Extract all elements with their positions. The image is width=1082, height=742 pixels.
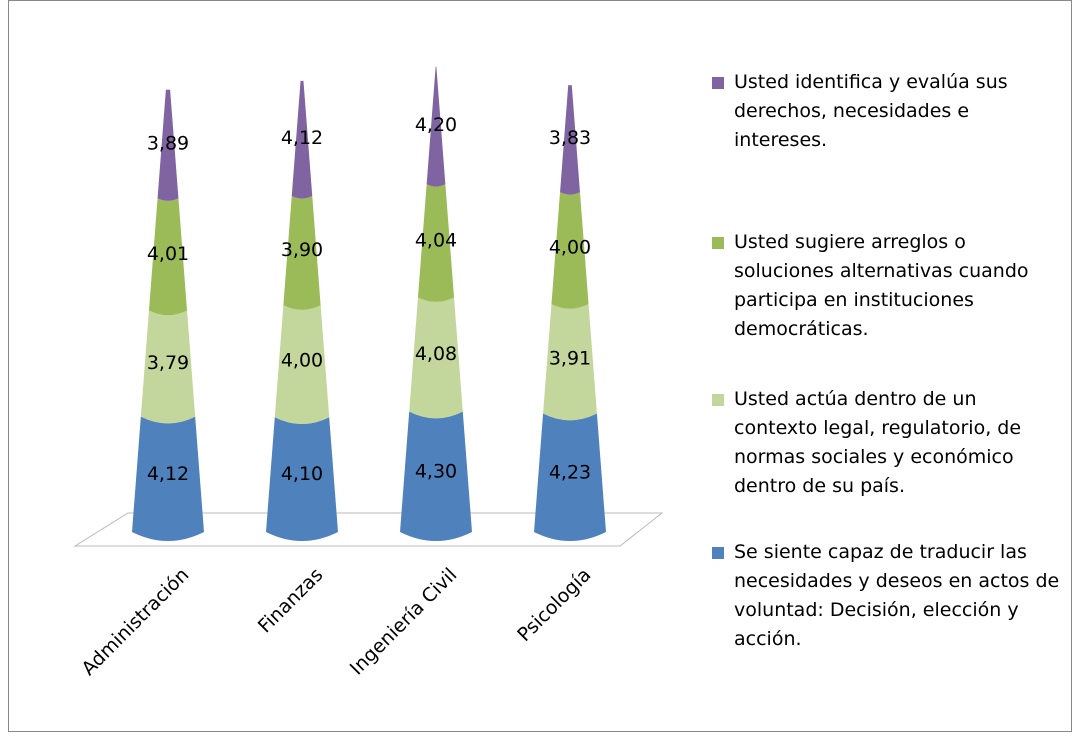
data-label: 4,00 bbox=[281, 350, 323, 372]
cone-segment bbox=[283, 196, 321, 310]
cone-segment bbox=[266, 417, 338, 541]
data-label: 4,12 bbox=[281, 127, 323, 149]
data-label: 3,79 bbox=[147, 352, 189, 374]
x-tick-label: Psicología bbox=[513, 564, 595, 646]
legend-item: Se siente capaz de traducir las necesida… bbox=[712, 538, 1064, 654]
legend-item: Usted sugiere arreglos o soluciones alte… bbox=[712, 228, 1064, 344]
data-label: 3,90 bbox=[281, 239, 323, 261]
cone-segment bbox=[417, 184, 455, 302]
data-label: 4,20 bbox=[415, 114, 457, 136]
cone-segment bbox=[409, 297, 463, 419]
cone-segment bbox=[291, 80, 313, 199]
legend-label: Se siente capaz de traducir las necesida… bbox=[734, 541, 1060, 650]
cone-segment bbox=[140, 310, 196, 424]
data-label: 4,10 bbox=[281, 463, 323, 485]
x-tick-label: Finanzas bbox=[254, 564, 328, 638]
data-label: 4,12 bbox=[147, 463, 189, 485]
x-tick-label: Ingeniería Civil bbox=[346, 564, 462, 680]
floor bbox=[73, 512, 664, 547]
legend-swatch bbox=[712, 77, 724, 89]
cone-segment bbox=[426, 66, 446, 187]
cone-segment bbox=[148, 198, 188, 316]
cone-segment bbox=[560, 84, 580, 195]
legend-swatch bbox=[712, 237, 724, 249]
legend-label: Usted sugiere arreglos o soluciones alte… bbox=[734, 231, 1029, 340]
cone-segment bbox=[400, 411, 472, 541]
cone-segment bbox=[132, 416, 204, 541]
data-label: 4,30 bbox=[415, 460, 457, 482]
legend-swatch bbox=[712, 394, 724, 406]
legend-item: Usted actúa dentro de un contexto legal,… bbox=[712, 385, 1064, 501]
chart-frame bbox=[8, 0, 1072, 732]
cone-segment bbox=[157, 89, 179, 201]
data-label: 4,00 bbox=[549, 237, 591, 259]
legend-item: Usted identifica y evalúa sus derechos, … bbox=[712, 68, 1064, 155]
data-label: 4,04 bbox=[415, 229, 457, 251]
legend-label: Usted identifica y evalúa sus derechos, … bbox=[734, 71, 1008, 151]
data-label: 3,91 bbox=[549, 347, 591, 369]
cone-segment bbox=[534, 413, 606, 541]
data-label: 4,08 bbox=[415, 343, 457, 365]
data-label: 3,89 bbox=[147, 132, 189, 154]
x-tick-label: Administración bbox=[77, 564, 193, 680]
data-label: 3,83 bbox=[549, 127, 591, 149]
legend-label: Usted actúa dentro de un contexto legal,… bbox=[734, 388, 1022, 497]
data-label: 4,23 bbox=[549, 461, 591, 483]
cone-segment bbox=[551, 192, 589, 309]
data-label: 4,01 bbox=[147, 243, 189, 265]
cone-segment bbox=[274, 305, 330, 425]
cone-segment bbox=[543, 304, 597, 421]
legend-swatch bbox=[712, 547, 724, 559]
